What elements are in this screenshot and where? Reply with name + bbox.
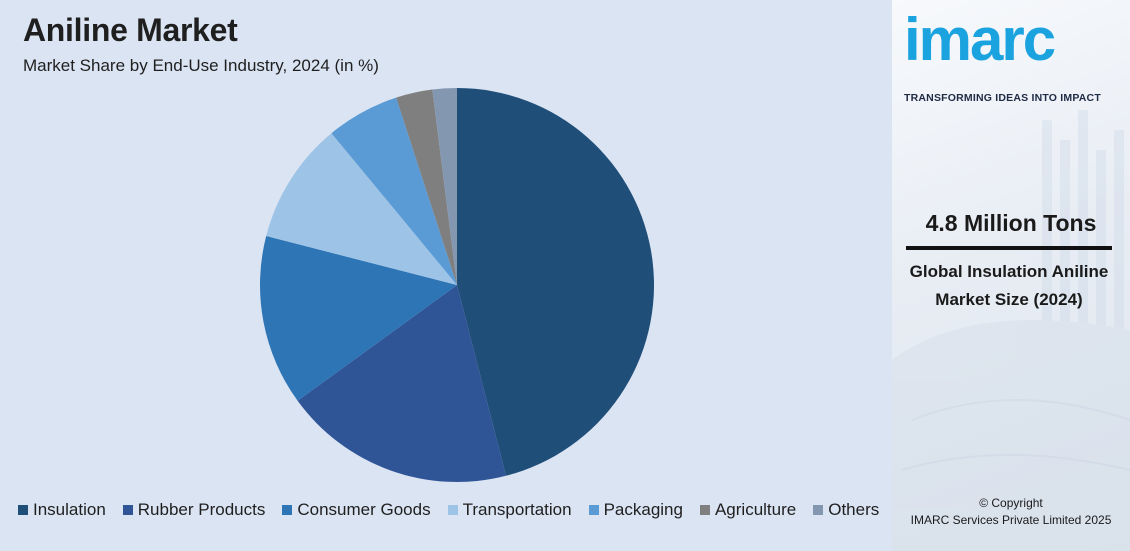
legend-label: Transportation xyxy=(462,500,572,519)
copyright: © Copyright IMARC Services Private Limit… xyxy=(892,495,1130,529)
side-panel: imarc TRANSFORMING IDEAS INTO IMPACT 4.8… xyxy=(892,0,1130,551)
legend-swatch xyxy=(813,505,824,515)
legend-item-others: Others xyxy=(813,500,879,520)
legend-swatch xyxy=(18,505,28,515)
pie-slice-transportation xyxy=(266,133,457,285)
pie-slice-consumer-goods xyxy=(260,236,457,401)
legend-item-insulation: Insulation xyxy=(18,500,106,520)
legend-swatch xyxy=(282,505,293,515)
market-size-label: Global Insulation Aniline Market Size (2… xyxy=(909,262,1109,309)
legend-item-transportation: Transportation xyxy=(447,500,572,520)
chart-title: Aniline Market xyxy=(23,12,238,48)
divider xyxy=(906,246,1112,250)
legend-swatch xyxy=(588,505,599,515)
imarc-logo: imarc xyxy=(904,6,1056,73)
legend-swatch xyxy=(447,505,458,515)
pie-slice-rubber-products xyxy=(297,285,506,482)
copyright-line-1: © Copyright xyxy=(979,496,1043,510)
decorative-background-graphic xyxy=(892,110,1130,551)
chart-legend: Insulation Rubber Products Consumer Goods T… xyxy=(18,500,879,520)
legend-label: Insulation xyxy=(33,500,106,519)
pie-slice-agriculture xyxy=(396,89,457,285)
legend-swatch xyxy=(122,505,133,515)
legend-label: Consumer Goods xyxy=(297,500,431,519)
legend-item-rubber-products: Rubber Products xyxy=(122,500,266,520)
pie-slice-insulation xyxy=(457,88,654,476)
logo-tagline: TRANSFORMING IDEAS INTO IMPACT xyxy=(904,92,1101,104)
legend-label: Others xyxy=(828,500,880,519)
market-size-value: 4.8 Million Tons xyxy=(925,210,1097,236)
pie-chart xyxy=(260,88,654,482)
pie-slice-others xyxy=(432,88,457,285)
legend-swatch xyxy=(699,505,710,515)
legend-item-consumer-goods: Consumer Goods xyxy=(282,500,431,520)
legend-label: Rubber Products xyxy=(137,500,266,519)
pie-slice-packaging xyxy=(331,97,457,285)
chart-panel: Aniline Market Market Share by End-Use I… xyxy=(0,0,892,551)
legend-item-agriculture: Agriculture xyxy=(699,500,797,520)
legend-label: Packaging xyxy=(603,500,683,519)
legend-label: Agriculture xyxy=(714,500,797,519)
legend-item-packaging: Packaging xyxy=(588,500,683,520)
chart-subtitle: Market Share by End-Use Industry, 2024 (… xyxy=(23,56,379,75)
copyright-line-2: IMARC Services Private Limited 2025 xyxy=(910,513,1112,527)
